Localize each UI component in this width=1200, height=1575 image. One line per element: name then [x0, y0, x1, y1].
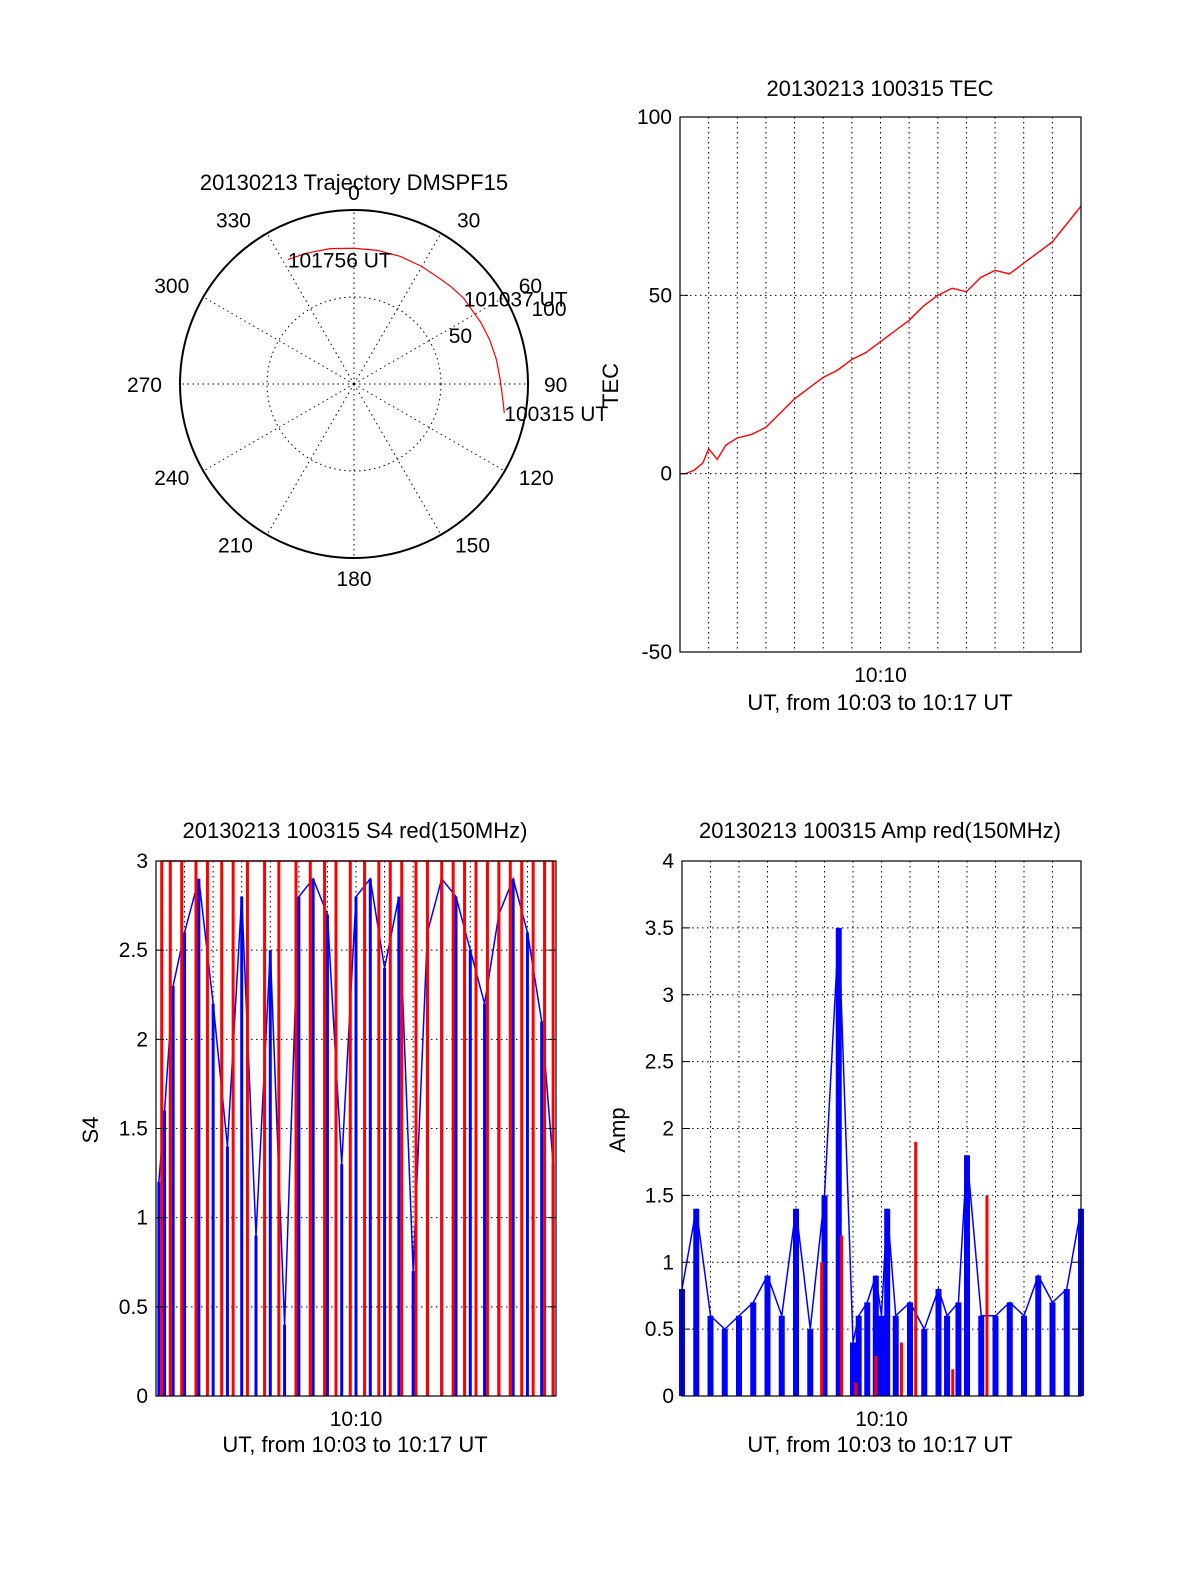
- x-tick-label: 10:10: [330, 1408, 383, 1431]
- azimuth-label: 0: [348, 182, 360, 205]
- trajectory-polar-panel: 20130213 Trajectory DMSPF15 0 30 60 90 120 15…: [127, 170, 608, 591]
- tec-ylabel: TEC: [598, 363, 623, 407]
- polar-spoke: [203, 296, 355, 385]
- y-tick-label: 0: [662, 1385, 674, 1408]
- trajectory-time-label: 101756 UT: [288, 250, 392, 273]
- trajectory-time-label: 101037 UT: [464, 288, 568, 311]
- y-tick-label: 50: [649, 284, 672, 307]
- x-tick-label: 10:10: [854, 664, 907, 687]
- trajectory-annotations: 100315 UT 101037 UT 101756 UT: [288, 250, 609, 427]
- s4-panel: 20130213 100315 S4 red(150MHz) 0 0.5 1 1.5 2…: [78, 818, 557, 1457]
- trajectory-line: [287, 247, 505, 414]
- y-tick-label: 3.5: [645, 917, 674, 940]
- y-tick-label: 2: [136, 1028, 148, 1051]
- polar-spoke: [353, 383, 505, 472]
- y-tick-label: 2.5: [119, 939, 148, 962]
- y-tick-label: -50: [642, 641, 672, 664]
- tec-xlabel: UT, from 10:03 to 10:17 UT: [747, 690, 1012, 715]
- azimuth-label: 180: [336, 568, 371, 591]
- azimuth-label: 60: [519, 275, 542, 298]
- y-tick-label: 1: [662, 1251, 674, 1274]
- radial-label: 50: [449, 325, 472, 348]
- polar-spoke: [353, 383, 442, 535]
- azimuth-label: 120: [519, 467, 554, 490]
- tec-series-line: [680, 205, 1082, 475]
- tec-panel: 20130213 100315 TEC -50 0 50 100 10:10 UT, f…: [598, 76, 1082, 715]
- azimuth-label: 270: [127, 374, 162, 397]
- y-tick-label: 1.5: [645, 1184, 674, 1207]
- y-tick-label: 0: [660, 463, 672, 486]
- s4-ylabel: S4: [78, 1117, 103, 1144]
- polar-azimuth-labels: 0 30 60 90 120 150 180 210 240 270 300 330: [127, 182, 567, 591]
- s4-plot-area: 0 0.5 1 1.5 2 2.5 3 10:10: [119, 850, 557, 1431]
- azimuth-label: 300: [154, 275, 189, 298]
- y-tick-label: 2.5: [645, 1051, 674, 1074]
- s4-xlabel: UT, from 10:03 to 10:17 UT: [222, 1432, 487, 1457]
- y-tick-label: 3: [662, 984, 674, 1007]
- y-tick-label: 4: [662, 850, 674, 873]
- y-tick-label: 3: [136, 850, 148, 873]
- y-tick-label: 1.5: [119, 1118, 148, 1141]
- y-tick-label: 1: [136, 1207, 148, 1230]
- polar-spoke: [203, 383, 355, 472]
- azimuth-label: 240: [154, 467, 189, 490]
- trajectory-time-label: 100315 UT: [504, 403, 608, 426]
- y-tick-label: 0: [136, 1385, 148, 1408]
- amp-plot-area: 0 0.5 1 1.5 2 2.5 3 3.5 4 10:10: [645, 850, 1084, 1431]
- trajectory-title: 20130213 Trajectory DMSPF15: [200, 170, 508, 195]
- polar-inner-circle: [266, 296, 442, 472]
- trajectory-line-group: [287, 247, 505, 414]
- polar-spoke: [353, 233, 442, 385]
- amp-title: 20130213 100315 Amp red(150MHz): [699, 818, 1061, 843]
- azimuth-label: 150: [455, 535, 490, 558]
- polar-spoke: [266, 383, 355, 535]
- azimuth-label: 90: [544, 374, 567, 397]
- polar-radial-labels: 50 100: [449, 298, 567, 348]
- azimuth-label: 330: [216, 209, 251, 232]
- polar-grid: [179, 209, 529, 559]
- tec-plot-area: -50 0 50 100 10:10: [637, 106, 1082, 687]
- radial-label: 100: [531, 298, 566, 321]
- polar-outer-circle: [179, 209, 529, 559]
- amp-xlabel: UT, from 10:03 to 10:17 UT: [747, 1432, 1012, 1457]
- y-tick-label: 0.5: [645, 1318, 674, 1341]
- y-tick-label: 100: [637, 106, 672, 129]
- polar-spoke: [266, 233, 355, 385]
- amp-panel: 20130213 100315 Amp red(150MHz) 0 0.5 1 1.5…: [605, 818, 1084, 1457]
- s4-title: 20130213 100315 S4 red(150MHz): [183, 818, 528, 843]
- y-tick-label: 0.5: [119, 1296, 148, 1319]
- x-tick-label: 10:10: [855, 1408, 908, 1431]
- amp-series-line: [681, 927, 1082, 1343]
- azimuth-label: 30: [457, 209, 480, 232]
- azimuth-label: 210: [218, 535, 253, 558]
- amp-ylabel: Amp: [605, 1107, 630, 1152]
- y-tick-label: 2: [662, 1118, 674, 1141]
- polar-spoke: [353, 296, 505, 385]
- plot-frame: [679, 116, 1082, 653]
- tec-title: 20130213 100315 TEC: [766, 76, 993, 101]
